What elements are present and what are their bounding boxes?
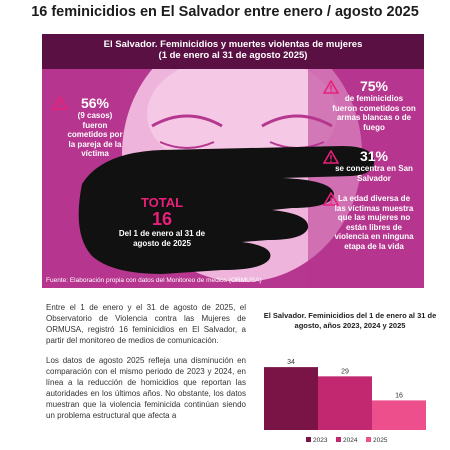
bar-value-label: 16 <box>395 392 403 399</box>
infographic-banner: El Salvador. Feminicidios y muertes viol… <box>42 34 424 69</box>
legend-swatch <box>306 437 311 442</box>
stat-right-1-text: de feminicidios fueron cometidos con arm… <box>332 94 416 132</box>
bar-chart: 34 29 16 2023 2024 2025 <box>264 359 426 444</box>
warning-icon <box>323 192 339 206</box>
stat-right-3: La edad diversa de las víctimas muestra … <box>332 194 416 251</box>
total-text: Del 1 de enero al 31 de agosto de 2025 <box>118 229 206 248</box>
stat-left-text: fueron cometidos por la pareja de la víc… <box>67 120 123 159</box>
warning-icon <box>323 80 339 94</box>
total-block: TOTAL 16 Del 1 de enero al 31 de agosto … <box>112 196 212 249</box>
legend-swatch <box>366 437 371 442</box>
paragraph: Entre el 1 de enero y el 31 de agosto de… <box>46 303 246 345</box>
stat-right-2-percent: 31% <box>359 148 389 164</box>
paragraph: Los datos de agosto 2025 refleja una dis… <box>46 356 246 420</box>
total-value: 16 <box>151 209 173 229</box>
legend-label: 2024 <box>343 437 358 444</box>
stat-right-3-text: La edad diversa de las víctimas muestra … <box>334 194 414 251</box>
stat-right-2-text: se concentra en San Salvador <box>335 164 413 183</box>
article-body: Entre el 1 de enero y el 31 de agosto de… <box>46 302 246 430</box>
infographic-title-line2: (1 de enero al 31 de agosto 2025) <box>158 50 308 61</box>
chart-title: El Salvador. Feminicidios del 1 de enero… <box>263 311 437 330</box>
infographic: El Salvador. Feminicidios y muertes viol… <box>42 34 424 288</box>
stat-left-detail: (9 casos) <box>77 111 113 120</box>
stat-left: 56% (9 casos) fueron cometidos por la pa… <box>64 96 126 159</box>
bar-2024 <box>318 376 372 430</box>
stat-right-1-percent: 75% <box>359 78 389 94</box>
legend-label: 2023 <box>313 437 328 444</box>
legend-swatch <box>336 437 341 442</box>
infographic-title-line1: El Salvador. Feminicidios y muertes viol… <box>103 39 363 50</box>
stat-left-percent: 56% <box>80 95 110 111</box>
warning-icon <box>52 96 68 110</box>
total-label: TOTAL <box>140 195 184 210</box>
stat-right-2: 31% se concentra en San Salvador <box>332 149 416 183</box>
legend-label: 2025 <box>373 437 388 444</box>
face-illustration <box>42 34 424 288</box>
source-note: Fuente: Elaboración propia con datos del… <box>46 277 262 284</box>
bar-2025 <box>372 400 426 430</box>
stat-right-1: 75% de feminicidios fueron cometidos con… <box>332 79 416 132</box>
bar-2023 <box>264 367 318 430</box>
headline: 16 feminicidios en El Salvador entre ene… <box>31 4 419 20</box>
warning-icon <box>323 150 339 164</box>
bar-value-label: 29 <box>341 368 349 375</box>
bar-value-label: 34 <box>287 359 295 366</box>
